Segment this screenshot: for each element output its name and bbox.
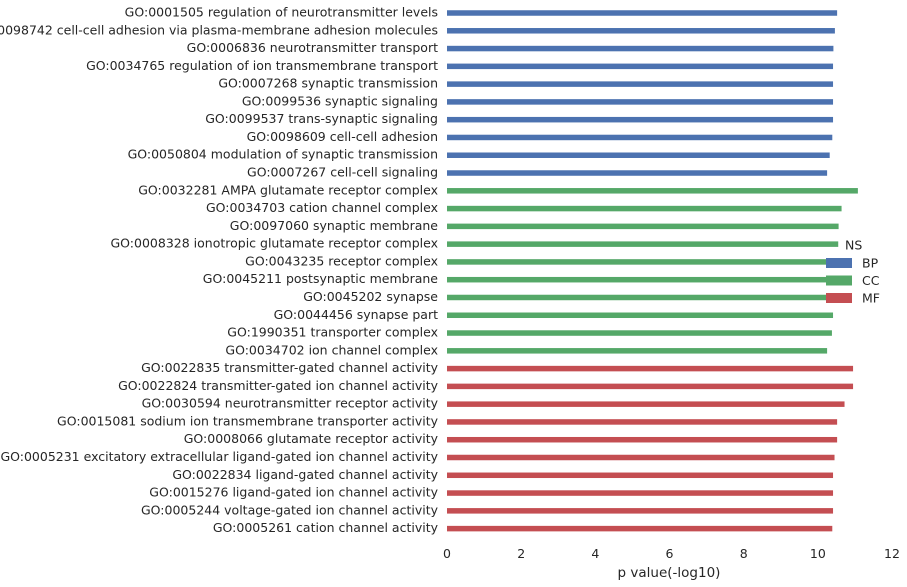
category-label: GO:0034765 regulation of ion transmembra… [86,58,438,73]
bar-go-0008328 [447,241,839,247]
category-label: GO:0045202 synapse [303,289,438,304]
bar-go-0098609 [447,134,833,141]
category-label: GO:0022824 transmitter-gated ion channel… [118,378,439,393]
bar-go-0034703 [447,205,842,212]
bar-go-0044456 [447,312,834,319]
bar-go-0032281 [447,188,858,194]
bar-go-0099536 [447,99,834,105]
bar-go-0005231 [447,454,835,461]
legend-swatch-bp [826,258,852,268]
bar-go-0001505 [447,10,838,16]
category-label: GO:0034703 cation channel complex [206,200,438,215]
legend-title: NS [845,238,862,253]
category-label: GO:0034702 ion channel complex [225,342,438,357]
category-label: GO:0006836 neurotransmitter transport [187,40,438,55]
category-label: GO:0007267 cell-cell signaling [247,165,438,180]
category-label: GO:0007268 synaptic transmission [218,76,438,91]
legend-swatch-mf [826,293,852,303]
legend-label-bp: BP [862,256,879,271]
category-label: GO:0032281 AMPA glutamate receptor compl… [138,182,438,197]
category-label: GO:0044456 synapse part [274,307,438,322]
category-label: GO:1990351 transporter complex [227,325,438,340]
category-labels: GO:0001505 regulation of neurotransmitte… [0,5,439,536]
legend-swatch-cc [826,275,852,286]
category-label: GO:0015276 ligand-gated ion channel acti… [149,485,438,500]
bar-go-0030594 [447,401,845,407]
category-label: GO:0050804 modulation of synaptic transm… [128,147,438,162]
category-label: GO:0008328 ionotropic glutamate receptor… [111,236,439,251]
bar-go-0034702 [447,348,828,354]
bar-go-1990351 [447,330,832,336]
category-label: GO:0005231 excitatory extracellular liga… [0,449,438,464]
x-tick-label: 2 [517,546,525,561]
category-label: GO:0097060 synaptic membrane [230,218,439,233]
category-label: GO:0015081 sodium ion transmembrane tran… [57,413,439,428]
bar-go-0022835 [447,365,854,372]
bar-go-0007268 [447,81,834,87]
legend-label-mf: MF [862,291,880,306]
bar-go-0006836 [447,45,834,52]
category-label: GO:0030594 neurotransmitter receptor act… [142,396,439,411]
x-tick-label: 6 [666,546,674,561]
category-label: GO:0043235 receptor complex [245,253,438,268]
bar-go-0015276 [447,490,834,496]
bar-go-0050804 [447,152,830,158]
x-tick-label: 0 [443,546,451,561]
bar-go-0005244 [447,508,834,514]
bars-layer [447,10,858,532]
bar-go-0005261 [447,525,833,532]
legend-label-cc: CC [862,273,880,288]
bar-go-0098742 [447,28,835,34]
bar-go-0008066 [447,436,838,443]
category-label: GO:0005244 voltage-gated ion channel act… [141,502,439,517]
category-label: GO:0022834 ligand-gated channel activity [172,467,438,482]
bar-go-0097060 [447,223,839,230]
bar-go-0099537 [447,116,834,123]
bar-go-0043235 [447,259,836,265]
category-label: GO:0099537 trans-synaptic signaling [205,111,438,126]
bar-go-0022834 [447,472,834,479]
category-label: GO:0099536 synaptic signaling [242,93,438,108]
bar-go-0022824 [447,383,854,390]
x-tick-label: 10 [810,546,826,561]
category-label: GO:0045211 postsynaptic membrane [203,271,439,286]
bar-go-0007267 [447,170,828,176]
bar-go-0034765 [447,63,834,70]
bar-go-0015081 [447,419,838,425]
category-label: GO:0098742 cell-cell adhesion via plasma… [0,22,438,37]
category-label: GO:0001505 regulation of neurotransmitte… [125,5,438,20]
bar-go-0045202 [447,294,834,301]
category-label: GO:0005261 cation channel activity [213,520,439,535]
x-axis: 0 2 4 6 8 10 12 [443,546,900,561]
category-label: GO:0098609 cell-cell adhesion [247,129,438,144]
category-label: GO:0008066 glutamate receptor activity [184,431,439,446]
x-tick-label: 12 [884,546,900,561]
category-label: GO:0022835 transmitter-gated channel act… [141,360,438,375]
bar-go-0045211 [447,276,835,283]
x-tick-label: 4 [591,546,599,561]
x-axis-label: p value(-log10) [618,565,721,581]
x-tick-label: 8 [740,546,748,561]
